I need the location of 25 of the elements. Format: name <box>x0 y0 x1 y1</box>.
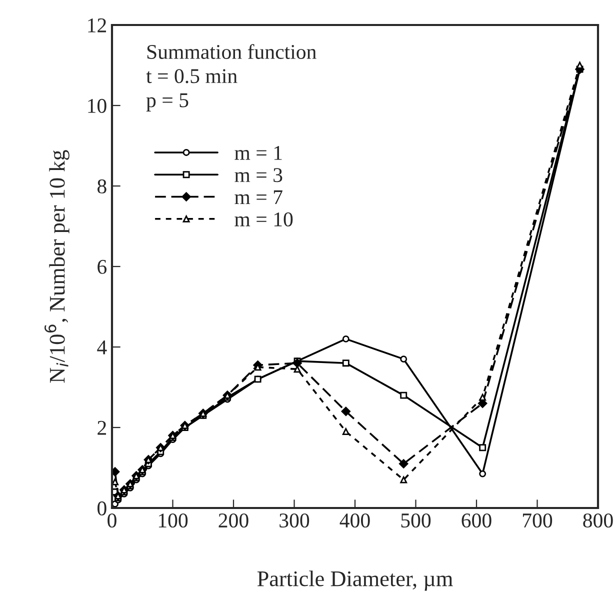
x-tick-label: 0 <box>108 513 116 528</box>
annotation: Summation function <box>147 44 316 59</box>
y-tick-label: 2 <box>98 420 106 435</box>
y-tick-label: 6 <box>98 260 107 274</box>
x-tick-label: 800 <box>583 513 613 528</box>
legend-label: m = 3 <box>234 168 282 182</box>
annotation: t = 0.5 min <box>146 69 238 84</box>
y-tick-label: 8 <box>98 179 106 194</box>
legend-label: m = 10 <box>234 212 293 226</box>
y-axis-title: N$_{i}$/10$^{6}$, Number per 10 kg <box>44 150 70 383</box>
x-tick-label: 200 <box>218 513 248 528</box>
annotation: p = 5 <box>146 93 188 112</box>
legend-label: m = 1 <box>234 146 282 160</box>
x-tick-label: 300 <box>280 513 310 528</box>
x-tick-label: 600 <box>462 513 492 528</box>
x-axis-title: Particle Diameter, µm <box>257 570 453 591</box>
y-tick-label: 0 <box>98 501 106 516</box>
y-tick-label: 4 <box>97 340 107 354</box>
legend-label: m = 7 <box>234 190 282 204</box>
x-tick-label: 700 <box>523 513 552 528</box>
y-tick-label: 12 <box>88 18 106 32</box>
x-tick-label: 500 <box>401 513 431 528</box>
x-tick-label: 400 <box>340 513 370 528</box>
x-tick-label: 100 <box>158 513 188 528</box>
y-tick-label: 10 <box>88 98 106 113</box>
